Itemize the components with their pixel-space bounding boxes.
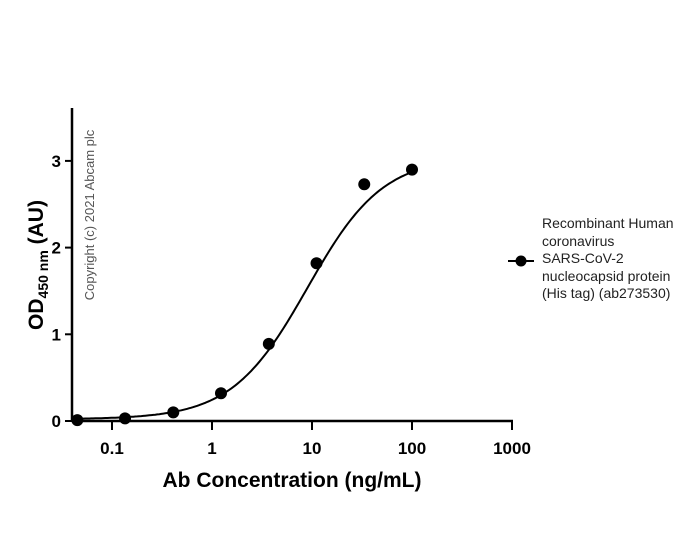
y-tick-label: 2	[52, 239, 61, 258]
x-tick-label: 0.1	[100, 439, 124, 458]
legend-line: Recombinant Human	[542, 215, 674, 231]
data-point	[310, 257, 323, 270]
legend-line: (His tag) (ab273530)	[542, 285, 671, 301]
fit-curve	[77, 171, 412, 420]
copyright-watermark: Copyright (c) 2021 Abcam plc	[82, 129, 97, 300]
data-point	[167, 406, 180, 419]
y-tick-label: 1	[52, 325, 61, 344]
x-tick-label: 10	[303, 439, 322, 458]
y-tick-label: 3	[52, 152, 61, 171]
x-axis-title: Ab Concentration (ng/mL)	[163, 469, 422, 492]
data-point	[262, 337, 275, 350]
legend-line: nucleocapsid protein	[542, 267, 671, 284]
data-point	[358, 178, 371, 191]
data-point	[214, 387, 227, 400]
data-point	[406, 163, 418, 176]
legend-line: coronavirus	[542, 232, 615, 249]
x-tick-label: 1	[207, 439, 216, 458]
legend-line: SARS-CoV-2	[542, 250, 624, 266]
data-point	[119, 412, 132, 425]
x-tick-label: 100	[398, 439, 426, 458]
y-tick-label: 0	[52, 412, 61, 431]
legend-marker-icon	[508, 255, 534, 267]
y-axis-title: OD450 nm (AU)	[25, 200, 51, 330]
x-tick-label: 1000	[493, 439, 531, 458]
data-point	[71, 414, 84, 427]
legend: Recombinant Human coronavirus SARS-CoV-2…	[508, 215, 674, 303]
